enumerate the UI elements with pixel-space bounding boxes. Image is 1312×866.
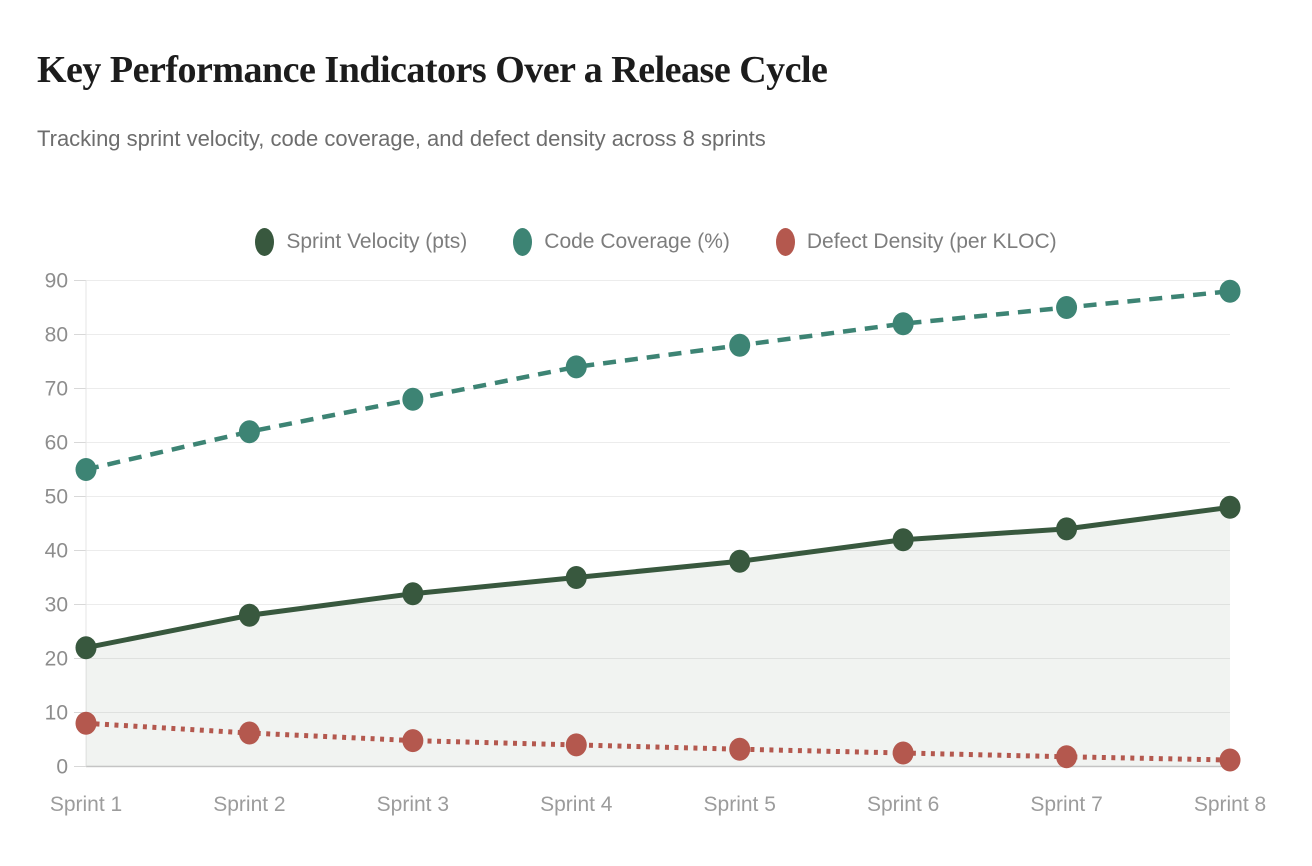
data-point-code-coverage (1056, 296, 1078, 319)
x-tick-label: Sprint 3 (377, 793, 449, 816)
series-line-sprint-velocity-pts (85, 504, 1231, 651)
y-tick-label: 90 (45, 270, 68, 293)
y-tick-label: 40 (45, 540, 68, 563)
data-point-sprint-velocity-pts (1056, 517, 1078, 541)
data-point-code-coverage (565, 355, 587, 379)
data-point-code-coverage (238, 420, 260, 444)
y-tick-label: 20 (45, 648, 68, 671)
series-line-code-coverage (85, 289, 1231, 472)
legend-marker-icon (255, 228, 275, 256)
data-point-sprint-velocity-pts (565, 566, 587, 589)
legend-item-defect-density-per-kloc: Defect Density (per KLOC) (775, 228, 1057, 256)
legend-marker-icon (775, 228, 795, 256)
area-fill-sprint-velocity-pts (86, 507, 1230, 767)
x-tick-label: Sprint 6 (867, 793, 939, 816)
y-tick-label: 0 (56, 756, 68, 779)
data-point-defect-density-per-kloc (402, 729, 424, 753)
legend-marker-icon (513, 228, 533, 256)
data-point-sprint-velocity-pts (75, 636, 97, 660)
y-tick-label: 30 (45, 594, 68, 617)
y-tick-label: 10 (45, 702, 68, 725)
data-point-defect-density-per-kloc (1219, 748, 1241, 772)
legend-item-sprint-velocity-pts: Sprint Velocity (pts) (255, 228, 467, 256)
data-point-defect-density-per-kloc (892, 741, 914, 765)
x-tick-label: Sprint 1 (50, 793, 122, 816)
legend-item-label: Defect Density (per KLOC) (806, 230, 1057, 253)
data-point-code-coverage (729, 333, 751, 357)
data-point-code-coverage (1219, 279, 1241, 303)
page-title: Key Performance Indicators Over a Releas… (37, 49, 828, 91)
x-tick-label: Sprint 5 (704, 793, 776, 816)
y-tick-label: 60 (45, 432, 68, 455)
data-point-code-coverage (75, 458, 97, 481)
y-tick-label: 70 (45, 378, 68, 401)
data-point-defect-density-per-kloc (75, 711, 97, 735)
data-point-defect-density-per-kloc (729, 737, 751, 761)
y-tick-label: 80 (45, 324, 68, 347)
page-subtitle: Tracking sprint velocity, code coverage,… (37, 126, 766, 151)
data-point-code-coverage (892, 312, 914, 336)
data-point-sprint-velocity-pts (729, 549, 751, 573)
x-tick-label: Sprint 4 (540, 793, 613, 816)
chart-legend: Sprint Velocity (pts) Code Coverage (%) De… (0, 228, 1312, 256)
legend-item-label: Code Coverage (%) (544, 230, 730, 253)
y-tick-label: 50 (45, 486, 68, 509)
legend-item-code-coverage: Code Coverage (%) (513, 228, 730, 256)
data-point-sprint-velocity-pts (238, 603, 260, 627)
x-tick-label: Sprint 8 (1194, 793, 1266, 816)
legend-item-label: Sprint Velocity (pts) (286, 230, 468, 253)
x-tick-label: Sprint 2 (213, 793, 285, 816)
series-line-defect-density-per-kloc (85, 720, 1231, 763)
x-tick-label: Sprint 7 (1030, 793, 1102, 816)
data-point-defect-density-per-kloc (565, 733, 587, 757)
data-point-code-coverage (402, 387, 424, 411)
data-point-defect-density-per-kloc (238, 721, 260, 745)
data-point-sprint-velocity-pts (1219, 495, 1241, 519)
data-point-defect-density-per-kloc (1056, 745, 1078, 769)
data-point-sprint-velocity-pts (892, 528, 914, 552)
data-point-sprint-velocity-pts (402, 582, 424, 606)
